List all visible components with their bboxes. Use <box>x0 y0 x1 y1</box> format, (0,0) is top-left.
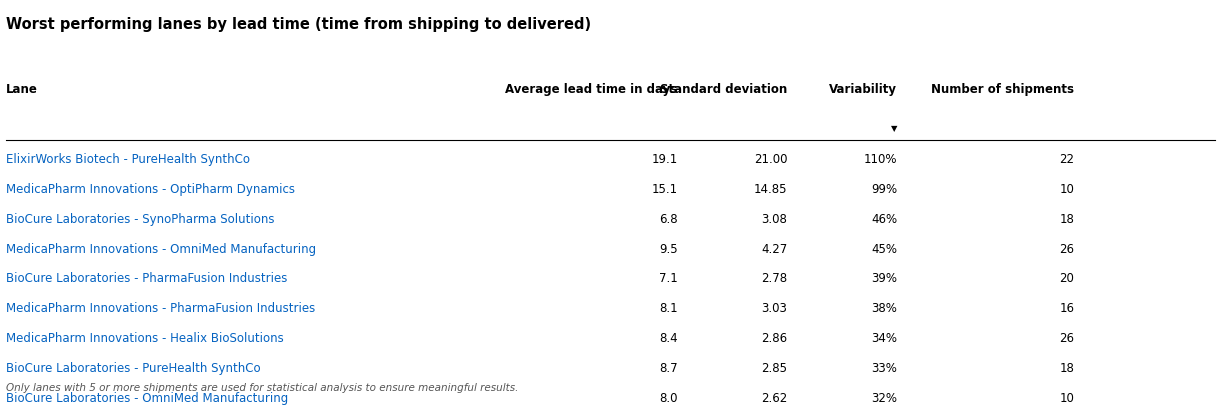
Text: 2.62: 2.62 <box>762 391 788 404</box>
Text: BioCure Laboratories - OmniMed Manufacturing: BioCure Laboratories - OmniMed Manufactu… <box>6 391 288 404</box>
Text: MedicaPharm Innovations - Healix BioSolutions: MedicaPharm Innovations - Healix BioSolu… <box>6 331 283 344</box>
Text: 34%: 34% <box>872 331 897 344</box>
Text: Lane: Lane <box>6 83 38 95</box>
Text: 18: 18 <box>1060 212 1074 225</box>
Text: 33%: 33% <box>872 361 897 374</box>
Text: 20: 20 <box>1060 272 1074 285</box>
Text: 4.27: 4.27 <box>762 242 788 255</box>
Text: 8.4: 8.4 <box>659 331 678 344</box>
Text: Only lanes with 5 or more shipments are used for statistical analysis to ensure : Only lanes with 5 or more shipments are … <box>6 382 519 392</box>
Text: 2.86: 2.86 <box>762 331 788 344</box>
Text: 14.85: 14.85 <box>755 183 788 195</box>
Text: 2.85: 2.85 <box>762 361 788 374</box>
Text: 10: 10 <box>1060 391 1074 404</box>
Text: Variability: Variability <box>829 83 897 95</box>
Text: MedicaPharm Innovations - OptiPharm Dynamics: MedicaPharm Innovations - OptiPharm Dyna… <box>6 183 295 195</box>
Text: Standard deviation: Standard deviation <box>661 83 788 95</box>
Text: 26: 26 <box>1060 242 1074 255</box>
Text: 8.1: 8.1 <box>659 301 678 314</box>
Text: ▼: ▼ <box>891 124 897 133</box>
Text: 9.5: 9.5 <box>659 242 678 255</box>
Text: 15.1: 15.1 <box>652 183 678 195</box>
Text: 8.7: 8.7 <box>659 361 678 374</box>
Text: Average lead time in days: Average lead time in days <box>505 83 678 95</box>
Text: 26: 26 <box>1060 331 1074 344</box>
Text: ElixirWorks Biotech - PureHealth SynthCo: ElixirWorks Biotech - PureHealth SynthCo <box>6 153 250 166</box>
Text: 45%: 45% <box>872 242 897 255</box>
Text: 10: 10 <box>1060 183 1074 195</box>
Text: 39%: 39% <box>872 272 897 285</box>
Text: 38%: 38% <box>872 301 897 314</box>
Text: MedicaPharm Innovations - OmniMed Manufacturing: MedicaPharm Innovations - OmniMed Manufa… <box>6 242 316 255</box>
Text: Worst performing lanes by lead time (time from shipping to delivered): Worst performing lanes by lead time (tim… <box>6 17 591 31</box>
Text: 22: 22 <box>1060 153 1074 166</box>
Text: 21.00: 21.00 <box>755 153 788 166</box>
Text: 3.03: 3.03 <box>762 301 788 314</box>
Text: 32%: 32% <box>872 391 897 404</box>
Text: 18: 18 <box>1060 361 1074 374</box>
Text: 7.1: 7.1 <box>659 272 678 285</box>
Text: 6.8: 6.8 <box>659 212 678 225</box>
Text: BioCure Laboratories - PureHealth SynthCo: BioCure Laboratories - PureHealth SynthC… <box>6 361 261 374</box>
Text: BioCure Laboratories - SynoPharma Solutions: BioCure Laboratories - SynoPharma Soluti… <box>6 212 275 225</box>
Text: 16: 16 <box>1060 301 1074 314</box>
Text: 99%: 99% <box>872 183 897 195</box>
Text: 2.78: 2.78 <box>762 272 788 285</box>
Text: 110%: 110% <box>864 153 897 166</box>
Text: 8.0: 8.0 <box>659 391 678 404</box>
Text: MedicaPharm Innovations - PharmaFusion Industries: MedicaPharm Innovations - PharmaFusion I… <box>6 301 315 314</box>
Text: 46%: 46% <box>872 212 897 225</box>
Text: 19.1: 19.1 <box>652 153 678 166</box>
Text: Number of shipments: Number of shipments <box>932 83 1074 95</box>
Text: BioCure Laboratories - PharmaFusion Industries: BioCure Laboratories - PharmaFusion Indu… <box>6 272 287 285</box>
Text: 3.08: 3.08 <box>762 212 788 225</box>
